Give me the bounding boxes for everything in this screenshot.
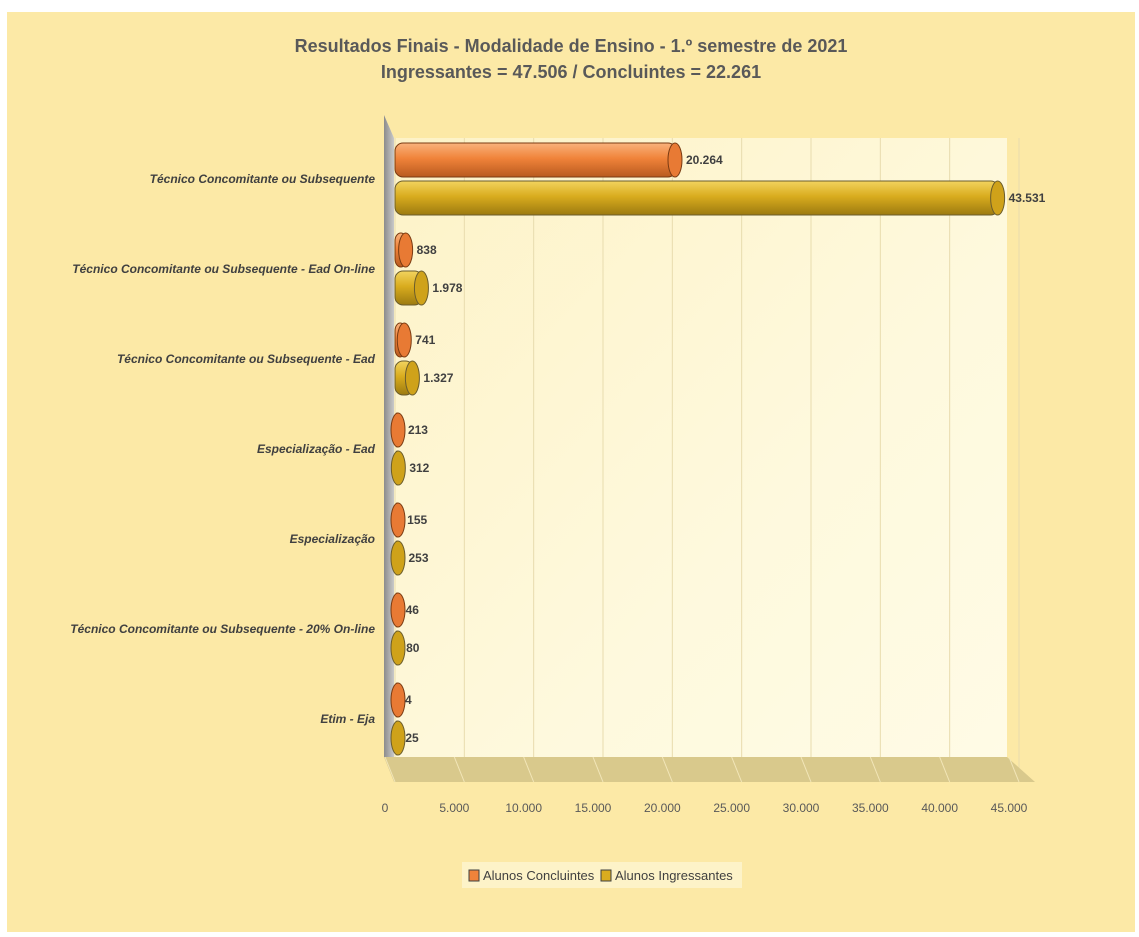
bar-cap (398, 232, 414, 268)
floor-gridline (939, 756, 951, 783)
legend-label: Alunos Ingressantes (615, 868, 733, 883)
tick-label: 25.000 (713, 801, 750, 815)
bar-cap (390, 682, 406, 718)
legend-swatch (468, 869, 480, 882)
bar-concluintes-5: 46 (390, 592, 420, 628)
data-label: 20.264 (686, 153, 723, 167)
data-label: 312 (409, 461, 429, 475)
tick-label: 45.000 (991, 801, 1028, 815)
bar-cap (390, 592, 406, 628)
chart-subtitle-text: Ingressantes = 47.506 / Concluintes = 22… (381, 62, 761, 82)
data-label: 25 (405, 731, 419, 745)
bar-ingressantes-5: 80 (390, 630, 420, 666)
legend-item: Alunos Ingressantes (600, 868, 733, 883)
tick-label: 35.000 (852, 801, 889, 815)
bar-cap (390, 540, 406, 576)
bar-ingressantes-6: 25 (390, 720, 419, 756)
bar-body (394, 180, 1000, 216)
bar-body (394, 142, 677, 178)
bar-cap (413, 270, 429, 306)
bar-chart: Resultados Finais - Modalidade de Ensino… (70, 36, 1046, 888)
bar-ingressantes-0: 43.531 (394, 180, 1046, 216)
tick-label: 15.000 (575, 801, 612, 815)
bar-cap (667, 142, 683, 178)
bar-cap (390, 720, 406, 756)
floor-gridline (800, 756, 812, 783)
chart-title-text: Resultados Finais - Modalidade de Ensino… (295, 36, 848, 56)
floor-gridline (1008, 756, 1020, 783)
data-label: 46 (406, 603, 420, 617)
legend-label: Alunos Concluintes (483, 868, 595, 883)
category-label: Técnico Concomitante ou Subsequente - Ea… (117, 352, 376, 366)
data-label: 1.327 (423, 371, 453, 385)
data-label: 80 (406, 641, 420, 655)
bar-cap (390, 412, 406, 448)
floor-gridline (661, 756, 673, 783)
category-labels: Técnico Concomitante ou Subsequente Técni… (70, 172, 375, 726)
tick-label: 0 (382, 801, 389, 815)
chart-area: Resultados Finais - Modalidade de Ensino… (7, 12, 1135, 932)
data-label: 741 (415, 333, 435, 347)
tick-label: 5.000 (439, 801, 469, 815)
bar-ingressantes-4: 253 (390, 540, 429, 576)
plot-side-wall (384, 115, 394, 772)
bar-concluintes-3: 213 (390, 412, 428, 448)
plot-back-wall (384, 115, 1007, 772)
bar-cap (396, 322, 412, 358)
plot-floor (384, 756, 1035, 783)
data-label: 838 (417, 243, 437, 257)
category-label: Técnico Concomitante ou Subsequente (150, 172, 376, 186)
category-label: Etim - Eja (320, 712, 375, 726)
category-label: Especialização - Ead (257, 442, 376, 456)
bars: 20.264 43.531 838 1.978 741 1.327 213 312 155 253… (390, 142, 1046, 756)
bar-cap (390, 630, 406, 666)
data-label: 213 (408, 423, 428, 437)
category-label: Técnico Concomitante ou Subsequente - 20… (70, 622, 375, 636)
chart-title: Resultados Finais - Modalidade de Ensino… (295, 36, 848, 82)
bar-ingressantes-1: 1.978 (394, 270, 463, 306)
floor-gridline (731, 756, 743, 783)
data-label: 155 (407, 513, 427, 527)
bar-cap (390, 450, 406, 486)
floor-gridline (384, 756, 396, 783)
tick-label: 30.000 (783, 801, 820, 815)
bar-concluintes-4: 155 (390, 502, 427, 538)
bar-ingressantes-3: 312 (390, 450, 430, 486)
legend-item: Alunos Concluintes (468, 868, 595, 883)
x-axis-tick-labels: 0 5.000 10.000 15.000 20.000 25.000 30.000 35.0… (382, 801, 1028, 815)
category-label: Técnico Concomitante ou Subsequente - Ea… (72, 262, 375, 276)
floor-gridline (869, 756, 881, 783)
tick-label: 10.000 (505, 801, 542, 815)
category-label: Especialização (290, 532, 375, 546)
legend-swatch (600, 869, 612, 882)
legend: Alunos Concluintes Alunos Ingressantes (462, 862, 742, 888)
bar-cap (404, 360, 420, 396)
data-label: 1.978 (432, 281, 462, 295)
data-label: 4 (405, 693, 412, 707)
bar-cap (990, 180, 1006, 216)
floor-gridline (523, 756, 535, 783)
tick-label: 20.000 (644, 801, 681, 815)
bar-cap (390, 502, 406, 538)
bar-concluintes-0: 20.264 (394, 142, 723, 178)
bar-concluintes-1: 838 (394, 232, 437, 268)
bar-concluintes-6: 4 (390, 682, 412, 718)
bar-concluintes-2: 741 (394, 322, 436, 358)
floor-gridline (453, 756, 465, 783)
floor-gridline (592, 756, 604, 783)
floor-slab (384, 757, 1035, 782)
data-label: 253 (409, 551, 429, 565)
data-label: 43.531 (1009, 191, 1046, 205)
tick-label: 40.000 (921, 801, 958, 815)
bar-ingressantes-2: 1.327 (394, 360, 454, 396)
